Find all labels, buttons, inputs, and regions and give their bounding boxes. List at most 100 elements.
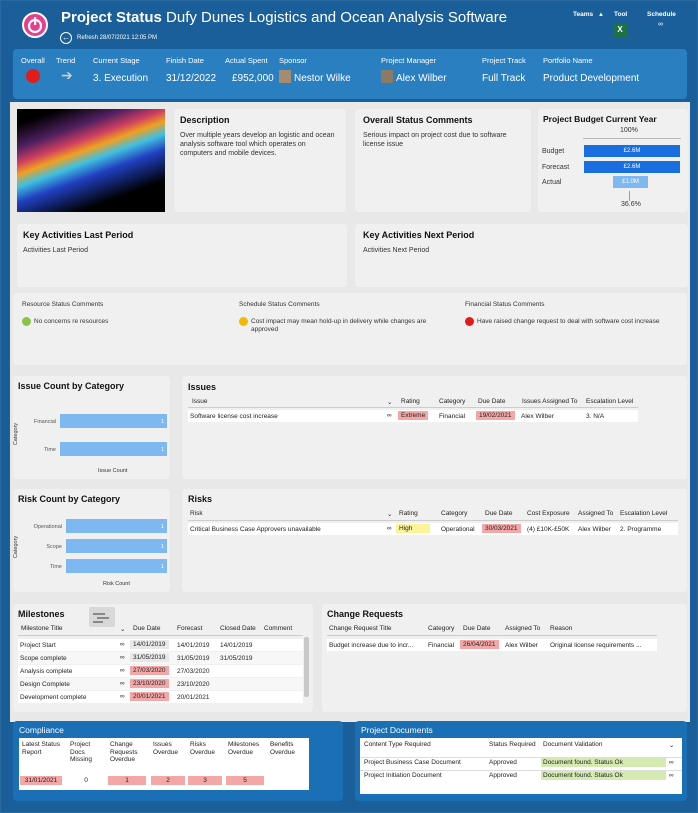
issues-col-category: Category [439, 398, 466, 405]
schedule-link[interactable]: Schedule [647, 11, 676, 18]
link-icon[interactable]: ∞ [120, 693, 125, 700]
data-label: 1 [161, 447, 164, 453]
docs-col-status: Status Required [489, 741, 536, 748]
table-row[interactable] [360, 770, 682, 782]
trend-label: Trend [56, 56, 76, 65]
compliance-value: 0 [84, 777, 88, 784]
milestone-due-cell: 31/05/2019 [130, 653, 169, 662]
last-period-text: Activities Last Period [23, 247, 88, 254]
status-comments-text: Serious impact on project cost due to so… [363, 132, 507, 148]
table-row[interactable] [188, 523, 678, 535]
milestone-forecast-cell: 27/03/2020 [177, 668, 210, 675]
sort-icon[interactable]: ⌄ [120, 626, 126, 633]
issue-count-bar[interactable] [60, 414, 167, 428]
milestones-title: Milestones [18, 609, 65, 619]
risks-col-assigned: Assigned To [578, 510, 614, 517]
changes-col-assigned: Assigned To [505, 625, 541, 632]
compliance-value: 31/01/2021 [20, 776, 62, 785]
portfolio-label: Portfolio Name [543, 56, 593, 65]
arrow-right-icon: ➔ [61, 67, 73, 83]
issue-rating-cell: Extreme [398, 411, 429, 420]
sort-icon[interactable]: ⌄ [387, 399, 393, 406]
risk-chart-xlabel: Risk Count [103, 581, 130, 587]
link-icon[interactable]: ∞ [120, 667, 125, 674]
risks-col-risk: Risk [190, 510, 203, 517]
milestone-title-cell: Scope complete [20, 655, 67, 662]
documents-card: Project Documents Content Type Required … [355, 721, 687, 801]
risks-title: Risks [188, 494, 213, 504]
docs-col-type: Content Type Required [364, 741, 431, 748]
sort-icon[interactable]: ⌄ [387, 511, 393, 518]
doc-validation-cell: Document found. Status Ok [541, 758, 666, 767]
changes-col-title: Change Request Title [329, 625, 392, 632]
link-icon[interactable]: ∞ [658, 21, 663, 28]
milestone-forecast-cell: 31/05/2019 [177, 655, 210, 662]
teams-link[interactable]: Teams [573, 11, 594, 18]
resource-dot [22, 317, 31, 326]
risk-count-bar[interactable] [66, 559, 167, 573]
compliance-header: Risks Overdue [190, 741, 215, 756]
issues-col-rating: Rating [401, 398, 420, 405]
issue-assigned-cell: Alex Wilber [521, 413, 554, 420]
back-button[interactable]: ← [60, 32, 72, 44]
overall-status-dot [26, 69, 40, 83]
change-category-cell: Financial [428, 642, 455, 649]
risk-chart-title: Risk Count by Category [18, 494, 121, 504]
next-period-card: Key Activities Next Period Activities Ne… [355, 224, 688, 287]
compliance-value: 2 [151, 776, 185, 785]
link-icon[interactable]: ∞ [387, 412, 392, 419]
budget-top-label: 100% [620, 127, 638, 134]
milestones-col-comment: Comment [264, 625, 293, 632]
data-label: 1 [161, 564, 164, 570]
milestone-title-cell: Analysis complete [20, 668, 73, 675]
sort-icon[interactable]: ⌄ [669, 742, 675, 749]
link-icon[interactable]: ∞ [669, 772, 674, 779]
status-comments-title: Overall Status Comments [363, 115, 473, 125]
teams-icon[interactable]: ▲ [598, 12, 604, 18]
category-label: Time [50, 564, 62, 570]
change-reason-cell: Original license requirements ... [550, 642, 642, 649]
compliance-title: Compliance [19, 725, 64, 735]
change-due-cell: 26/04/2021 [460, 640, 499, 649]
excel-icon[interactable]: X [613, 23, 627, 37]
sponsor-value: Nestor Wilke [294, 73, 351, 84]
issue-chart-svg: Financial 1 Time 1 [34, 414, 167, 456]
resource-title: Resource Status Comments [22, 301, 104, 308]
doc-type-cell: Project Initiation Document [364, 772, 442, 779]
risk-count-bar[interactable] [66, 539, 167, 553]
link-icon[interactable]: ∞ [120, 654, 125, 661]
tool-link[interactable]: Tool [614, 11, 628, 18]
link-icon[interactable]: ∞ [120, 680, 125, 687]
milestone-forecast-cell: 23/10/2020 [177, 681, 210, 688]
compliance-value: 1 [108, 776, 146, 785]
risks-col-due: Due Date [485, 510, 513, 517]
compliance-header: Project Docs Missing [70, 741, 93, 763]
link-icon[interactable]: ∞ [120, 641, 125, 648]
doc-status-cell: Approved [489, 772, 517, 779]
issue-count-bar[interactable] [60, 442, 167, 456]
milestone-title-cell: Design Complete [20, 681, 70, 688]
budget-title: Project Budget Current Year [543, 114, 657, 124]
milestones-scrollbar[interactable] [304, 637, 309, 697]
issues-col-issue: Issue [192, 398, 208, 405]
link-icon[interactable]: ∞ [387, 525, 392, 532]
risk-chart-card: Risk Count by Category Category Risk Cou… [13, 489, 170, 592]
risks-col-rating: Rating [399, 510, 418, 517]
table-row[interactable] [360, 757, 682, 769]
data-label: 1 [161, 544, 164, 550]
next-period-text: Activities Next Period [363, 247, 430, 254]
issues-header-line [188, 407, 638, 408]
issue-chart-title: Issue Count by Category [18, 381, 125, 391]
risk-category-cell: Operational [441, 526, 475, 533]
gantt-icon[interactable] [89, 607, 115, 627]
docs-col-validation: Document Validation [543, 741, 603, 748]
milestones-col-closed: Closed Date [220, 625, 256, 632]
milestone-closed-cell: 31/05/2019 [220, 655, 253, 662]
link-icon[interactable]: ∞ [669, 759, 674, 766]
change-title-cell: Budget increase due to incr... [329, 642, 414, 649]
risk-count-bar[interactable] [66, 519, 167, 533]
risk-cost-cell: (4) £10K-£50K [527, 526, 570, 533]
financial-text: Have raised change request to deal with … [477, 318, 660, 325]
milestone-due-cell: 14/01/2019 [130, 640, 169, 649]
category-label: Time [44, 447, 56, 453]
